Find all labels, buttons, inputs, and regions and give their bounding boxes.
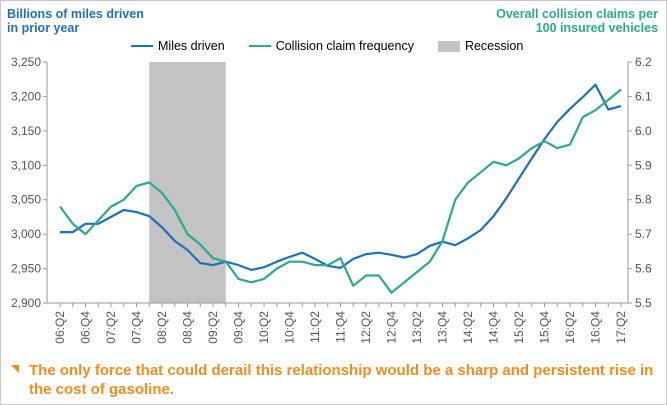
right-axis-title-line: Overall collision claims per — [496, 7, 658, 21]
left-tick-label: 3,250 — [11, 55, 41, 69]
x-tick-label: 10:Q2 — [257, 311, 271, 344]
x-tick-label: 15:Q2 — [512, 311, 526, 344]
x-tick-label: 08:Q2 — [155, 311, 169, 344]
legend-swatch — [131, 44, 153, 48]
legend-label: Recession — [464, 39, 524, 53]
recession-band — [149, 62, 226, 303]
right-tick-label: 6.2 — [635, 55, 652, 69]
x-tick-label: 12:Q2 — [359, 311, 373, 344]
x-tick-label: 14:Q4 — [487, 311, 501, 344]
left-tick-label: 2,950 — [11, 262, 41, 276]
x-tick-label: 11:Q2 — [308, 311, 322, 343]
left-axis-title: Billions of miles driven in prior year — [7, 7, 144, 35]
x-tick-label: 14:Q2 — [461, 311, 475, 344]
x-tick-label: 11:Q4 — [334, 311, 348, 343]
left-axis-title-line: Billions of miles driven — [7, 7, 144, 21]
right-tick-label: 5.7 — [635, 227, 652, 241]
x-tick-label: 08:Q4 — [181, 311, 195, 344]
left-tick-label: 3,000 — [11, 227, 41, 241]
x-tick-label: 13:Q2 — [410, 311, 424, 344]
x-tick-label: 13:Q4 — [436, 311, 450, 344]
left-tick-label: 2,900 — [11, 296, 41, 310]
x-tick-label: 15:Q4 — [538, 311, 552, 344]
x-tick-label: 10:Q4 — [283, 311, 297, 344]
left-tick-label: 3,150 — [11, 124, 41, 138]
legend-item-miles: Miles driven — [131, 39, 225, 53]
legend-item-claims: Collision claim frequency — [248, 39, 414, 53]
x-tick-label: 09:Q2 — [206, 311, 220, 344]
legend-item-recession: Recession — [437, 39, 524, 53]
x-tick-label: 07:Q4 — [130, 311, 144, 344]
right-tick-label: 5.6 — [635, 262, 652, 276]
x-tick-label: 06:Q4 — [79, 311, 93, 344]
right-tick-label: 5.8 — [635, 193, 652, 207]
legend: Miles driven Collision claim frequency R… — [131, 39, 537, 53]
x-tick-label: 06:Q2 — [53, 311, 67, 344]
left-tick-label: 3,200 — [11, 89, 41, 103]
right-tick-label: 6.0 — [635, 124, 652, 138]
collision-claims-line — [59, 88, 622, 294]
left-axis-title-line: in prior year — [7, 21, 80, 35]
legend-swatch — [248, 44, 271, 48]
plot-area: 2,900 2,950 3,000 3,050 3,100 3,150 3,200 3,250… — [11, 55, 652, 344]
left-tick-label: 3,050 — [11, 193, 41, 207]
legend-swatch — [437, 40, 460, 52]
right-tick-label: 5.5 — [635, 296, 652, 310]
right-tick-label: 6.1 — [635, 89, 652, 103]
x-tick-label: 12:Q4 — [385, 311, 399, 344]
footnote: The only force that could derail this re… — [11, 361, 666, 399]
legend-label: Miles driven — [158, 39, 225, 53]
footnote-text: The only force that could derail this re… — [29, 362, 654, 398]
right-tick-label: 5.9 — [635, 158, 652, 172]
right-axis-title: Overall collision claims per 100 insured… — [496, 7, 658, 35]
miles-driven-line — [60, 83, 622, 271]
x-tick-label: 16:Q4 — [589, 311, 603, 344]
right-axis-title-line: 100 insured vehicles — [535, 21, 658, 35]
triangle-bullet-icon — [11, 365, 19, 373]
x-tick-label: 17:Q2 — [614, 311, 628, 344]
x-tick-label: 09:Q4 — [232, 311, 246, 344]
left-tick-label: 3,100 — [11, 158, 41, 172]
x-tick-label: 16:Q2 — [563, 311, 577, 344]
x-tick-label: 07:Q2 — [104, 311, 118, 344]
legend-label: Collision claim frequency — [275, 39, 414, 53]
